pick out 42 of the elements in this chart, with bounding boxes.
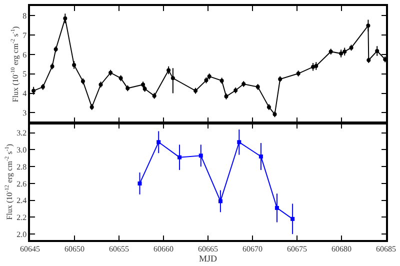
y-tick-label: 4 [22, 89, 27, 98]
point [178, 155, 182, 160]
x-tick-label: 60650 [64, 244, 84, 254]
point [375, 49, 380, 54]
y-tick-label: 2.0 [16, 230, 27, 239]
point [290, 216, 295, 221]
y-tick-label: 2.4 [16, 196, 27, 206]
x-tick-label: 60660 [154, 244, 174, 254]
y-tick-label: 2.6 [16, 179, 27, 188]
y-tick-label: 8 [22, 12, 27, 20]
x-tick-label: 60675 [287, 244, 307, 254]
y-tick-label: 2.8 [16, 162, 27, 172]
point [339, 52, 344, 56]
y-tick-label: 5 [22, 70, 27, 79]
y-tick-label: 3 [22, 108, 27, 118]
y-tick-label: 3.2 [16, 128, 27, 138]
point [218, 199, 222, 204]
y-tick-label: 3.0 [16, 146, 27, 155]
x-tick-label: 60655 [109, 244, 129, 254]
point [32, 88, 36, 93]
y-tick-label: 6 [22, 50, 27, 60]
point [342, 50, 347, 54]
x-tick-label: 60665 [198, 244, 218, 254]
x-tick-label: 60645 [20, 244, 40, 254]
point [138, 181, 142, 186]
point [166, 68, 171, 72]
x-axis-title: MJD [198, 253, 218, 264]
x-tick-label: 60680 [332, 244, 352, 254]
point [314, 64, 318, 68]
point [198, 154, 203, 158]
point [237, 140, 242, 144]
y-tick-label: 2.2 [16, 213, 27, 222]
point [366, 24, 370, 28]
point [156, 140, 161, 144]
x-tick-label: 60670 [242, 244, 262, 254]
y-tick-label: 7 [22, 30, 27, 40]
point [72, 62, 76, 67]
point [258, 154, 263, 158]
point [170, 76, 175, 80]
x-tick-label: 60685 [376, 244, 396, 254]
point [274, 206, 279, 210]
point [63, 16, 68, 20]
